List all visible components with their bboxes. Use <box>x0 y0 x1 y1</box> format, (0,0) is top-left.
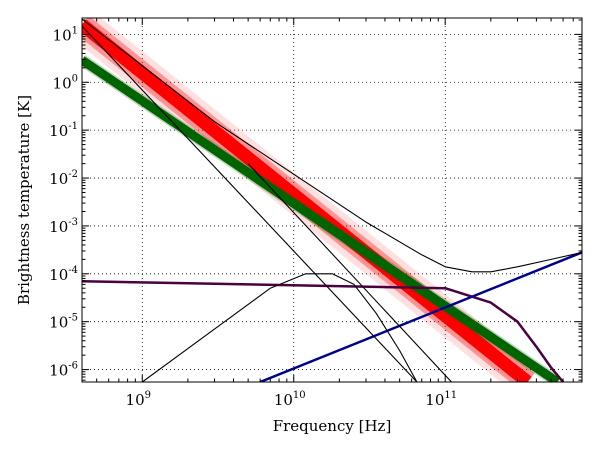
x-tick-label: 1011 <box>425 390 457 409</box>
plot-frame <box>81 17 583 383</box>
series-line-peaked <box>141 273 418 382</box>
y-tick-label: 10-4 <box>49 265 78 284</box>
x-tick-label: 1010 <box>274 390 306 409</box>
series-line-rising-power-law <box>259 251 582 382</box>
series-line-flat-cutoff <box>82 279 565 382</box>
y-tick-label: 100 <box>53 73 78 92</box>
series-line-steep-power-law <box>82 25 418 382</box>
y-tick-label: 10-6 <box>49 361 78 380</box>
y-tick-label: 10-2 <box>49 169 78 188</box>
x-axis-title: Frequency [Hz] <box>273 417 392 435</box>
y-tick-label: 10-5 <box>49 313 78 332</box>
series-line-total <box>82 18 582 273</box>
series-band <box>82 56 560 382</box>
series-band <box>82 19 532 382</box>
series-line-steep-power-law <box>247 163 452 382</box>
axis-ticks: 109 1010 1011 101 100 10-1 10-2 10-3 10-4 10-5 10-… <box>49 18 583 409</box>
plot-series <box>82 18 582 382</box>
y-axis-title: Brightness temperature [K] <box>15 95 33 305</box>
y-tick-label: 101 <box>53 25 78 44</box>
y-tick-label: 10-3 <box>49 217 78 236</box>
x-tick-label: 109 <box>126 390 151 409</box>
y-tick-label: 10-1 <box>49 121 78 140</box>
